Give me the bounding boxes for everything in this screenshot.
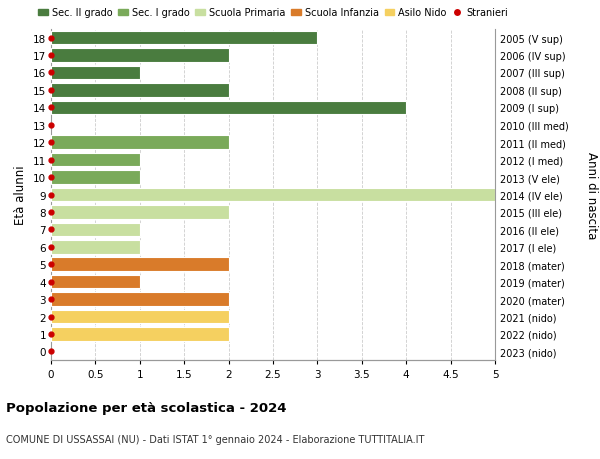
Bar [51, 241, 140, 254]
Y-axis label: Anni di nascita: Anni di nascita [585, 151, 598, 239]
Bar [51, 101, 406, 115]
Bar [51, 310, 229, 324]
Bar [51, 32, 317, 45]
Bar [51, 188, 495, 202]
Bar [51, 275, 140, 289]
Bar [51, 49, 229, 63]
Y-axis label: Età alunni: Età alunni [14, 165, 28, 225]
Bar [51, 223, 140, 237]
Bar [51, 136, 229, 150]
Bar [51, 171, 140, 185]
Bar [51, 84, 229, 97]
Legend: Sec. II grado, Sec. I grado, Scuola Primaria, Scuola Infanzia, Asilo Nido, Stran: Sec. II grado, Sec. I grado, Scuola Prim… [38, 8, 508, 18]
Bar [51, 258, 229, 271]
Bar [51, 153, 140, 167]
Bar [51, 67, 140, 80]
Bar [51, 327, 229, 341]
Text: COMUNE DI USSASSAI (NU) - Dati ISTAT 1° gennaio 2024 - Elaborazione TUTTITALIA.I: COMUNE DI USSASSAI (NU) - Dati ISTAT 1° … [6, 434, 424, 444]
Text: Popolazione per età scolastica - 2024: Popolazione per età scolastica - 2024 [6, 402, 287, 414]
Bar [51, 206, 229, 219]
Bar [51, 293, 229, 306]
